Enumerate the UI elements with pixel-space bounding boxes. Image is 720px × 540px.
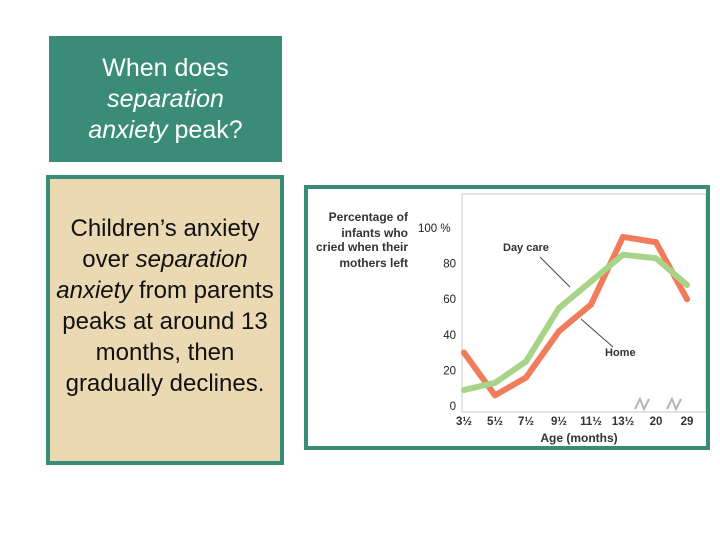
description-emphasis: separation anxiety	[56, 246, 248, 304]
series-line	[461, 251, 690, 393]
data-point	[588, 301, 594, 308]
ylabel-line4: mothers left	[339, 256, 408, 270]
data-point	[523, 358, 529, 365]
x-axis-label: Age (months)	[540, 431, 617, 445]
x-tick-label: 5½	[487, 416, 503, 428]
axis-break-mark	[666, 396, 682, 412]
series-annotation: Home	[605, 347, 636, 359]
series-line	[461, 233, 690, 399]
y-tick-label: 80	[443, 259, 456, 271]
data-point	[653, 239, 659, 246]
x-tick-label: 3½	[456, 416, 472, 428]
slide-title: When does separation anxiety peak?	[49, 36, 282, 162]
data-point	[556, 328, 562, 335]
x-tick-label: 29	[681, 416, 694, 428]
description-post: from parents peaks at around 13 months, …	[62, 277, 274, 397]
x-tick-label: 11½	[580, 416, 602, 428]
data-point	[684, 296, 690, 303]
x-tick-label: 9½	[551, 416, 567, 428]
chart-panel: Percentage of infants who cried when the…	[304, 185, 710, 450]
data-point	[620, 233, 626, 240]
y-tick-label: 20	[443, 365, 456, 377]
y-tick-label: 0	[450, 401, 456, 413]
title-emphasis-anxiety: anxiety	[88, 115, 168, 144]
y-tick-label: 100 %	[418, 223, 451, 235]
annotation-leader	[580, 318, 614, 348]
data-point	[492, 392, 498, 399]
separation-anxiety-chart: Percentage of infants who cried when the…	[316, 193, 706, 445]
y-tick-label: 40	[443, 330, 456, 342]
x-tick-label: 7½	[518, 416, 534, 428]
description-panel: Children’s anxiety over separation anxie…	[46, 175, 284, 465]
data-point	[492, 379, 498, 386]
data-point	[461, 349, 467, 356]
data-point	[523, 374, 529, 381]
annotation-leader	[539, 256, 571, 288]
y-tick-label: 60	[443, 294, 456, 306]
title-emphasis-separation: separation	[107, 84, 224, 113]
x-tick-label: 20	[650, 416, 663, 428]
title-tail: peak?	[167, 115, 243, 144]
x-tick-label: 13½	[612, 416, 635, 428]
data-point	[588, 278, 594, 285]
axis-break-mark	[634, 396, 650, 412]
data-point	[620, 251, 626, 258]
data-point	[684, 281, 690, 288]
ylabel-line2: infants who	[341, 226, 408, 240]
ylabel-line3: cried when their	[316, 240, 408, 254]
ylabel-line1: Percentage of	[329, 210, 409, 224]
data-point	[556, 305, 562, 312]
data-point	[653, 255, 659, 262]
description-pre: Children’s anxiety over	[70, 215, 260, 273]
series-annotation: Day care	[503, 242, 549, 254]
data-point	[461, 386, 467, 393]
title-line1: When does	[102, 53, 229, 82]
